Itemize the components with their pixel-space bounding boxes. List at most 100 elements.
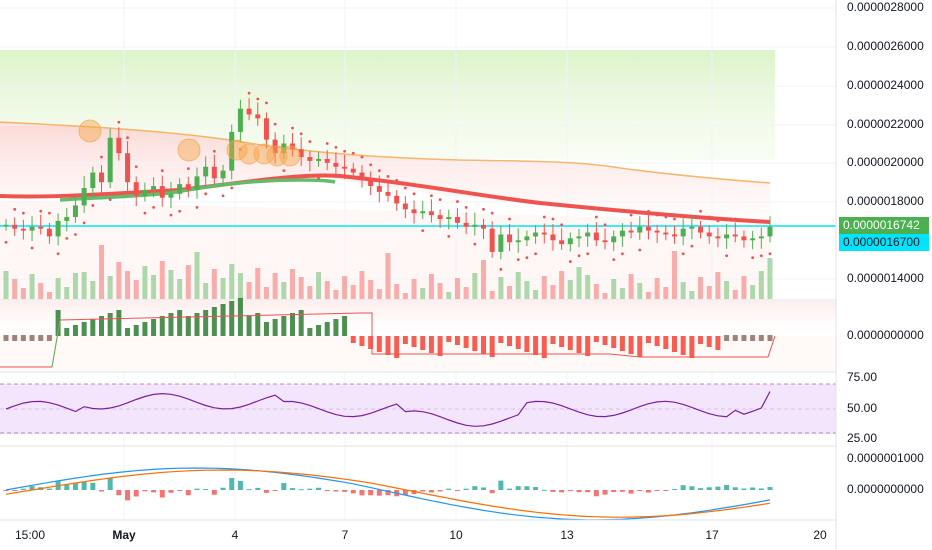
candle-body	[263, 118, 269, 140]
volume-bar	[541, 276, 547, 299]
volume-bar	[125, 271, 131, 299]
oscillator-bar	[585, 336, 591, 356]
rsi-pane[interactable]	[0, 383, 836, 447]
oscillator-bar	[767, 335, 773, 341]
sar-dot	[265, 101, 268, 105]
candle-body	[698, 226, 704, 233]
macd-bar	[168, 490, 174, 493]
sar-dot	[551, 217, 555, 221]
candle-body	[507, 234, 513, 243]
oscillator-bar	[402, 336, 408, 344]
oscillator-pane[interactable]	[0, 298, 836, 373]
candle-body	[628, 230, 634, 233]
sar-dot	[516, 258, 520, 262]
macd-bar	[750, 487, 756, 490]
volume-bar	[168, 270, 174, 299]
volume-bar	[428, 274, 434, 299]
main-pane[interactable]	[0, 0, 836, 520]
volume-bar	[611, 279, 617, 299]
volume-bar	[732, 290, 738, 299]
candle-body	[619, 230, 625, 237]
oscillator-bar	[498, 336, 504, 343]
candle-body	[316, 158, 322, 161]
oscillator-bar	[637, 336, 643, 357]
macd-bar	[611, 490, 617, 493]
volume-bar	[3, 271, 9, 299]
macd-pane[interactable]	[0, 467, 836, 521]
price-label: 0.0000024000	[847, 78, 924, 92]
time-label: 4	[231, 528, 239, 542]
macd-bar	[359, 490, 365, 496]
price-line-tag[interactable]: 0.0000016700	[839, 234, 929, 251]
candle-body	[741, 236, 747, 241]
candle-body	[55, 220, 61, 237]
oscillator-bar	[680, 336, 686, 355]
candle-body	[125, 153, 131, 183]
candle-body	[107, 137, 113, 183]
oscillator-bar	[689, 336, 695, 358]
candle-body	[420, 211, 426, 214]
macd-bar	[420, 490, 426, 492]
sar-dot	[629, 213, 633, 217]
macd-bar	[3, 490, 9, 491]
candle-body	[194, 176, 200, 190]
sar-dots	[4, 91, 772, 271]
candle-body	[472, 224, 478, 227]
candle-body	[246, 108, 252, 115]
price-label: 0.0000018000	[847, 194, 924, 208]
time-label: May	[112, 528, 136, 542]
sar-dot	[351, 151, 355, 155]
macd-bar	[151, 490, 157, 493]
oscillator-bar	[55, 310, 61, 336]
sar-dot	[152, 205, 155, 209]
candle-body	[463, 222, 469, 227]
candle-body	[550, 234, 556, 241]
candle-body	[342, 166, 348, 169]
volume-bar	[159, 261, 165, 299]
macd-bar	[246, 489, 252, 491]
candle-body	[385, 191, 391, 196]
oscillator-bar	[732, 335, 738, 341]
sar-dot	[768, 252, 772, 256]
candle-body	[203, 166, 209, 177]
candle-body	[715, 236, 721, 239]
macd-bar	[99, 490, 104, 492]
sar-dot	[699, 209, 702, 213]
volume-bar	[524, 281, 530, 299]
candle-body	[637, 226, 643, 233]
sar-dot	[160, 169, 164, 173]
sar-dot	[282, 169, 286, 173]
sar-dot	[577, 254, 581, 258]
candle-body	[64, 217, 70, 221]
volume-bar	[411, 279, 417, 299]
volume-bar	[38, 283, 44, 299]
macd-bar	[133, 490, 139, 497]
macd-bar	[550, 490, 556, 492]
macd-bar	[72, 482, 78, 490]
volume-bar	[741, 276, 747, 299]
candle-body	[724, 234, 730, 239]
sar-dot	[74, 233, 77, 236]
candle-body	[3, 224, 9, 227]
macd-bar	[316, 487, 322, 490]
macd-bar	[177, 490, 183, 491]
volume-bar	[472, 273, 478, 299]
volume-bar	[298, 277, 304, 299]
oscillator-bar	[481, 336, 486, 354]
sar-dot	[108, 198, 112, 202]
macd-bar	[593, 490, 599, 497]
candle-body	[12, 224, 18, 229]
oscillator-bar	[203, 310, 209, 336]
candle-body	[20, 228, 26, 231]
macd-bar	[281, 483, 287, 490]
price-label: 0.0000022000	[847, 117, 924, 131]
candle-body	[567, 238, 573, 245]
macd-bar	[689, 486, 695, 490]
volume-bar	[185, 265, 191, 299]
candle-body	[237, 108, 243, 132]
sar-dot	[655, 213, 659, 217]
volume-bar	[706, 286, 712, 299]
oscillator-bar	[541, 336, 547, 358]
oscillator-bar	[81, 322, 87, 336]
